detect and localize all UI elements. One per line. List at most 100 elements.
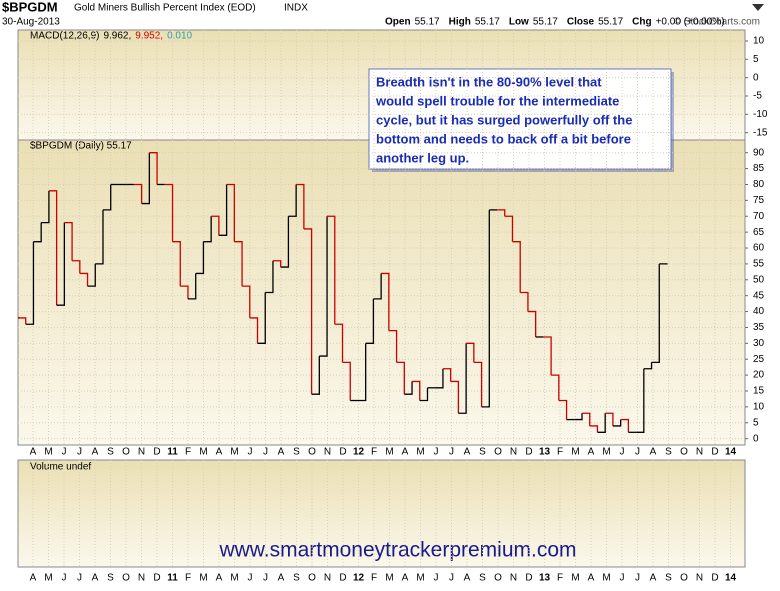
x-tick-label: 13 [539, 573, 551, 584]
y-tick-label: 25 [753, 354, 765, 365]
x-tick-label: O [122, 573, 130, 584]
x-tick-label: A [92, 573, 99, 584]
x-tick-label: M [44, 447, 52, 458]
line-segment [504, 215, 514, 242]
line-segment [458, 343, 467, 414]
line-segment [659, 263, 668, 265]
x-tick-label: S [107, 447, 114, 458]
line-segment [357, 343, 367, 402]
line-segment [388, 329, 398, 363]
line-segment [543, 336, 552, 376]
x-tick-label: J [77, 447, 82, 458]
x-tick-label: S [293, 573, 300, 584]
line-segment [381, 272, 390, 331]
copyright: © StockCharts.com [674, 17, 760, 28]
x-tick-label: J [635, 447, 640, 458]
line-segment [265, 260, 274, 294]
menu-icon[interactable] [752, 4, 764, 11]
line-segment [211, 215, 220, 236]
line-segment [373, 273, 382, 300]
annotation-text: Breadth isn't in the 80-90% level that [376, 74, 602, 89]
x-tick-label: A [650, 573, 657, 584]
line-segment [56, 222, 66, 306]
x-tick-label: N [324, 573, 331, 584]
x-tick-label: 11 [167, 447, 178, 458]
x-tick-label: A [464, 573, 471, 584]
line-segment [242, 285, 251, 318]
y-tick-label: 0 [753, 433, 759, 444]
line-segment [272, 260, 282, 268]
line-segment [249, 317, 259, 344]
change-value: +0.00 (+0.00%) [656, 17, 725, 28]
x-tick-label: M [199, 573, 207, 584]
watermark: www.smartmoneytrackerpremium.com [218, 539, 576, 562]
x-tick-label: J [248, 447, 253, 458]
y-tick-label: 40 [753, 306, 765, 317]
line-segment [311, 356, 320, 395]
y-tick-label: 90 [753, 147, 765, 158]
line-segment [396, 361, 405, 395]
x-tick-label: S [479, 573, 486, 584]
x-tick-label: A [216, 447, 223, 458]
x-tick-label: M [199, 447, 207, 458]
x-tick-label: N [696, 447, 703, 458]
line-segment [296, 183, 305, 229]
line-segment [187, 273, 197, 300]
x-tick-label: F [185, 447, 191, 458]
y-tick-label: 15 [753, 386, 765, 397]
line-segment [558, 399, 568, 420]
x-tick-label: D [339, 573, 346, 584]
x-tick-label: A [588, 573, 595, 584]
x-tick-label: N [510, 447, 517, 458]
line-segment [466, 342, 475, 363]
y-tick-label: 55 [753, 259, 765, 270]
macd-reading: 9.962, [103, 31, 131, 42]
x-tick-label: M [602, 447, 610, 458]
line-segment [435, 368, 444, 389]
price-label: $BPGDM (Daily) 55.17 [30, 141, 132, 152]
x-tick-label: M [571, 573, 579, 584]
line-segment [164, 183, 174, 242]
line-segment [79, 272, 89, 287]
line-segment [280, 216, 290, 268]
line-segment [133, 183, 143, 204]
x-tick-label: D [711, 447, 718, 458]
y-tick-label: 50 [753, 274, 765, 285]
line-segment [551, 374, 560, 401]
y-tick-label: 30 [753, 338, 765, 349]
x-tick-label: N [696, 573, 703, 584]
line-segment [497, 209, 506, 217]
x-tick-label: M [385, 573, 393, 584]
x-tick-label: A [464, 447, 471, 458]
line-segment [334, 323, 344, 363]
quote-value: 55.17 [415, 17, 440, 28]
line-segment [141, 152, 150, 205]
line-segment [234, 241, 243, 287]
x-tick-label: J [635, 573, 640, 584]
line-segment [218, 184, 228, 236]
line-segment [303, 228, 313, 395]
line-segment [527, 310, 537, 337]
volume-label: Volume undef [30, 462, 91, 473]
x-tick-label: A [216, 573, 223, 584]
x-tick-label: J [263, 573, 268, 584]
line-segment [149, 152, 158, 185]
y-tick-label: -10 [753, 109, 768, 120]
y-tick-label: 5 [753, 417, 759, 428]
line-segment [365, 298, 375, 344]
change-label: Chg [632, 17, 651, 28]
x-tick-label: M [230, 447, 238, 458]
line-segment [651, 263, 660, 364]
x-tick-label: A [402, 447, 409, 458]
line-segment [450, 380, 460, 414]
y-tick-label: 45 [753, 290, 765, 301]
chart-title: Gold Miners Bullish Percent Index (EOD) [74, 3, 256, 14]
x-tick-label: J [248, 573, 253, 584]
annotation-text: would spell trouble for the intermediate [375, 93, 619, 108]
line-segment [612, 419, 622, 427]
line-segment [33, 222, 42, 243]
x-tick-label: S [107, 573, 114, 584]
x-tick-label: J [620, 573, 625, 584]
line-segment [620, 418, 630, 433]
x-tick-label: 14 [725, 573, 737, 584]
